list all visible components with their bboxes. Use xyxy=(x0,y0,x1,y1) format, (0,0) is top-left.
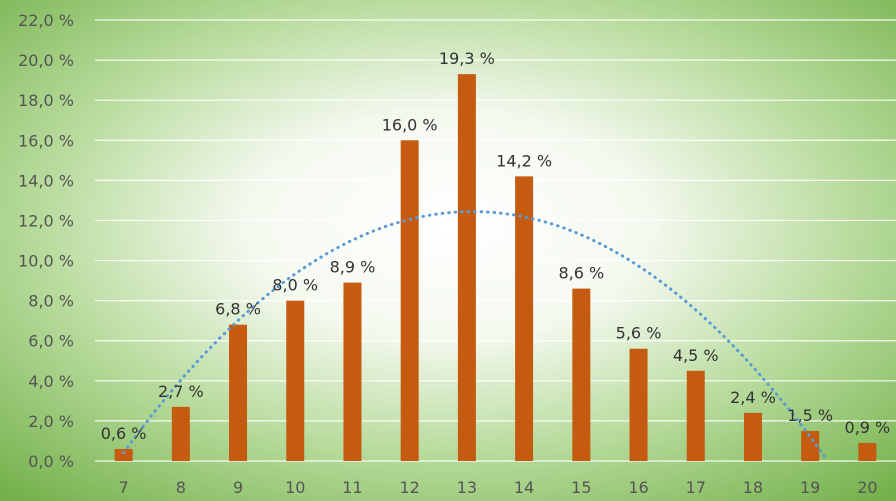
y-tick-label: 6,0 % xyxy=(28,332,74,351)
bar xyxy=(171,406,190,461)
x-tick-label: 7 xyxy=(119,478,129,497)
x-tick-label: 15 xyxy=(571,478,591,497)
x-tick-label: 19 xyxy=(800,478,820,497)
x-tick-label: 12 xyxy=(399,478,419,497)
bar xyxy=(457,74,476,461)
y-tick-label: 16,0 % xyxy=(18,131,74,150)
trendline xyxy=(122,210,829,462)
y-tick-label: 18,0 % xyxy=(18,91,74,110)
x-axis: 7 8 9 10 11 12 13 14 15 16 17 18 19 20 xyxy=(119,478,878,497)
bar xyxy=(229,324,248,461)
bar xyxy=(572,288,591,461)
data-label: 0,9 % xyxy=(845,418,891,437)
y-tick-label: 8,0 % xyxy=(28,292,74,311)
bar xyxy=(801,430,820,461)
x-tick-label: 9 xyxy=(233,478,243,497)
bar xyxy=(400,140,419,462)
bar xyxy=(515,176,534,461)
data-label: 0,6 % xyxy=(101,424,147,443)
data-label: 8,0 % xyxy=(272,276,318,295)
x-tick-label: 17 xyxy=(686,478,706,497)
y-tick-label: 14,0 % xyxy=(18,171,74,190)
x-tick-label: 18 xyxy=(743,478,763,497)
y-axis: 0,0 % 2,0 % 4,0 % 6,0 % 8,0 % 10,0 % 12,0 % 14,… xyxy=(18,11,74,471)
trendline-group xyxy=(122,210,829,462)
x-tick-label: 16 xyxy=(628,478,648,497)
bar xyxy=(858,442,877,461)
y-tick-label: 2,0 % xyxy=(28,412,74,431)
x-tick-label: 14 xyxy=(514,478,534,497)
data-label: 4,5 % xyxy=(673,346,719,365)
x-tick-label: 8 xyxy=(176,478,186,497)
bar xyxy=(686,370,705,461)
y-tick-label: 12,0 % xyxy=(18,211,74,230)
bar xyxy=(286,300,305,461)
bar xyxy=(343,282,362,461)
y-tick-label: 10,0 % xyxy=(18,252,74,271)
data-label: 2,7 % xyxy=(158,382,204,401)
data-label: 6,8 % xyxy=(215,300,261,319)
data-label: 8,6 % xyxy=(558,264,604,283)
data-label: 1,5 % xyxy=(787,406,833,425)
bar xyxy=(629,348,648,461)
y-tick-label: 4,0 % xyxy=(28,372,74,391)
y-tick-label: 22,0 % xyxy=(18,11,74,30)
data-labels: 0,6 % 2,7 % 6,8 % 8,0 % 8,9 % 16,0 % 19,3 % 14,… xyxy=(101,49,891,443)
bar xyxy=(743,412,762,461)
y-tick-label: 20,0 % xyxy=(18,51,74,70)
data-label: 8,9 % xyxy=(330,258,376,277)
y-tick-label: 0,0 % xyxy=(28,452,74,471)
x-tick-label: 10 xyxy=(285,478,305,497)
gridlines xyxy=(95,19,896,462)
x-tick-label: 11 xyxy=(342,478,362,497)
bars xyxy=(114,74,877,462)
x-tick-label: 20 xyxy=(857,478,877,497)
data-label: 14,2 % xyxy=(496,151,552,170)
data-label: 16,0 % xyxy=(382,115,438,134)
x-tick-label: 13 xyxy=(457,478,477,497)
data-label: 2,4 % xyxy=(730,388,776,407)
data-label: 19,3 % xyxy=(439,49,495,68)
data-label: 5,6 % xyxy=(616,324,662,343)
bar xyxy=(114,448,133,461)
